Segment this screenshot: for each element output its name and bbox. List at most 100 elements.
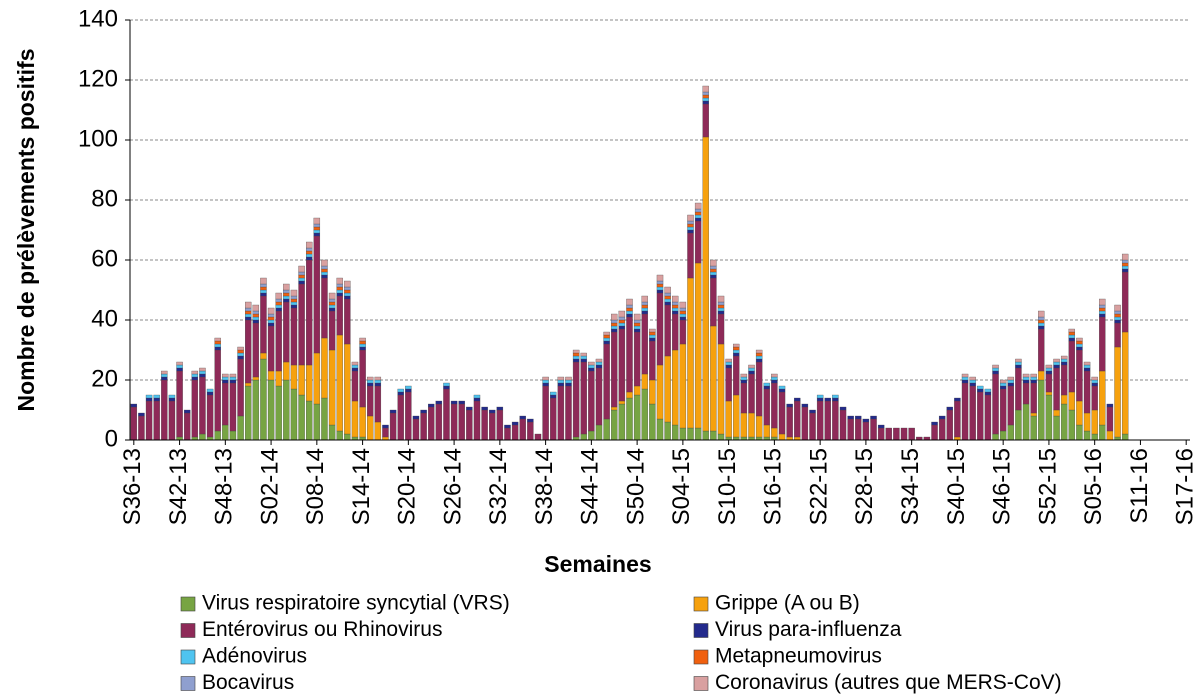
bar-segment [649, 403, 656, 441]
bar-segment [603, 334, 610, 339]
bar-segment [298, 277, 305, 282]
bar-segment [328, 292, 336, 300]
bar-segment [664, 421, 671, 441]
bar-segment [1060, 355, 1068, 360]
bar-segment [1091, 376, 1098, 381]
bar-segment [206, 391, 214, 396]
bar-segment [283, 283, 290, 291]
bar-segment [641, 310, 648, 315]
bar-segment [961, 376, 969, 381]
x-tick-label: S02-14 [256, 448, 283, 525]
bar-segment [595, 367, 603, 426]
bar-segment [283, 379, 290, 441]
bar-segment [877, 424, 885, 429]
bar-segment [725, 364, 732, 369]
x-tick-label: S17-16 [1172, 448, 1196, 525]
bar-segment [267, 325, 275, 372]
bar-segment [252, 319, 260, 324]
bar-segment [771, 379, 778, 384]
bar-segment [1121, 265, 1129, 270]
bar-segment [969, 385, 976, 441]
bar-segment [748, 412, 755, 438]
bar-segment [687, 226, 694, 231]
bar-segment [984, 394, 992, 441]
bar-segment [443, 385, 450, 390]
bar-segment [1114, 310, 1121, 315]
bar-segment [740, 412, 748, 438]
bar-segment [702, 136, 709, 432]
bar-segment [214, 430, 221, 441]
bar-segment [1083, 361, 1091, 366]
bar-segment [245, 301, 252, 309]
bar-segment [145, 400, 153, 441]
bar-segment [367, 379, 374, 384]
bar-segment [351, 370, 359, 402]
bar-segment [717, 301, 725, 306]
bar-segment [633, 325, 641, 330]
bar-segment [367, 382, 374, 387]
bar-segment [290, 298, 298, 303]
bar-segment [328, 298, 336, 303]
bar-segment [992, 370, 999, 375]
bar-segment [527, 421, 534, 441]
bar-segment [1121, 271, 1129, 333]
bar-segment [245, 319, 252, 384]
bar-segment [199, 373, 206, 378]
bar-segment [199, 433, 206, 441]
bar-segment [710, 268, 717, 273]
bar-segment [382, 424, 389, 429]
bar-segment [199, 370, 206, 375]
bar-segment [664, 286, 671, 294]
bar-segment [275, 307, 282, 312]
x-tick-label: S38-14 [531, 448, 558, 525]
bar-segment [618, 319, 626, 324]
bar-segment [1099, 424, 1106, 441]
bar-segment [603, 343, 610, 420]
bar-segment [672, 349, 679, 426]
bar-segment [931, 424, 938, 441]
bar-segment [702, 97, 709, 102]
bar-segment [611, 319, 618, 324]
bar-segment [656, 364, 664, 420]
bar-segment [1114, 313, 1121, 318]
bar-segment [275, 292, 282, 300]
bar-segment [443, 388, 450, 441]
bar-segment [672, 304, 679, 309]
bar-segment [641, 388, 648, 441]
bar-segment [679, 307, 687, 312]
bar-segment [992, 373, 999, 435]
bar-segment [328, 310, 336, 351]
bar-segment [977, 388, 984, 393]
bar-segment [328, 307, 336, 312]
bar-segment [405, 385, 412, 390]
bar-segment [763, 382, 770, 387]
bar-segment [1121, 253, 1129, 261]
bar-segment [504, 427, 511, 441]
bar-segment [191, 379, 199, 438]
bar-segment [641, 301, 648, 306]
bar-segment [672, 307, 679, 312]
bar-segment [649, 340, 656, 381]
x-tick-label: S20-14 [394, 448, 421, 525]
bar-segment [885, 427, 892, 441]
bar-segment [260, 283, 267, 288]
bar-segment [656, 274, 664, 282]
bar-segment [565, 382, 572, 387]
bar-segment [1045, 394, 1053, 441]
x-tick-label: S08-14 [302, 448, 329, 525]
bar-segment [656, 283, 664, 288]
bar-segment [710, 430, 717, 441]
bar-segment [1068, 409, 1075, 441]
bar-segment [611, 322, 618, 327]
bar-segment [633, 331, 641, 387]
bar-segment [519, 418, 526, 441]
bar-segment [138, 415, 145, 441]
bar-segment [489, 409, 496, 414]
bar-segment [855, 415, 862, 420]
bar-segment [1076, 349, 1083, 402]
bar-segment [687, 229, 694, 234]
bar-segment [755, 349, 763, 354]
bar-segment [1060, 394, 1068, 405]
bar-segment [237, 352, 244, 357]
bar-segment [999, 382, 1007, 387]
